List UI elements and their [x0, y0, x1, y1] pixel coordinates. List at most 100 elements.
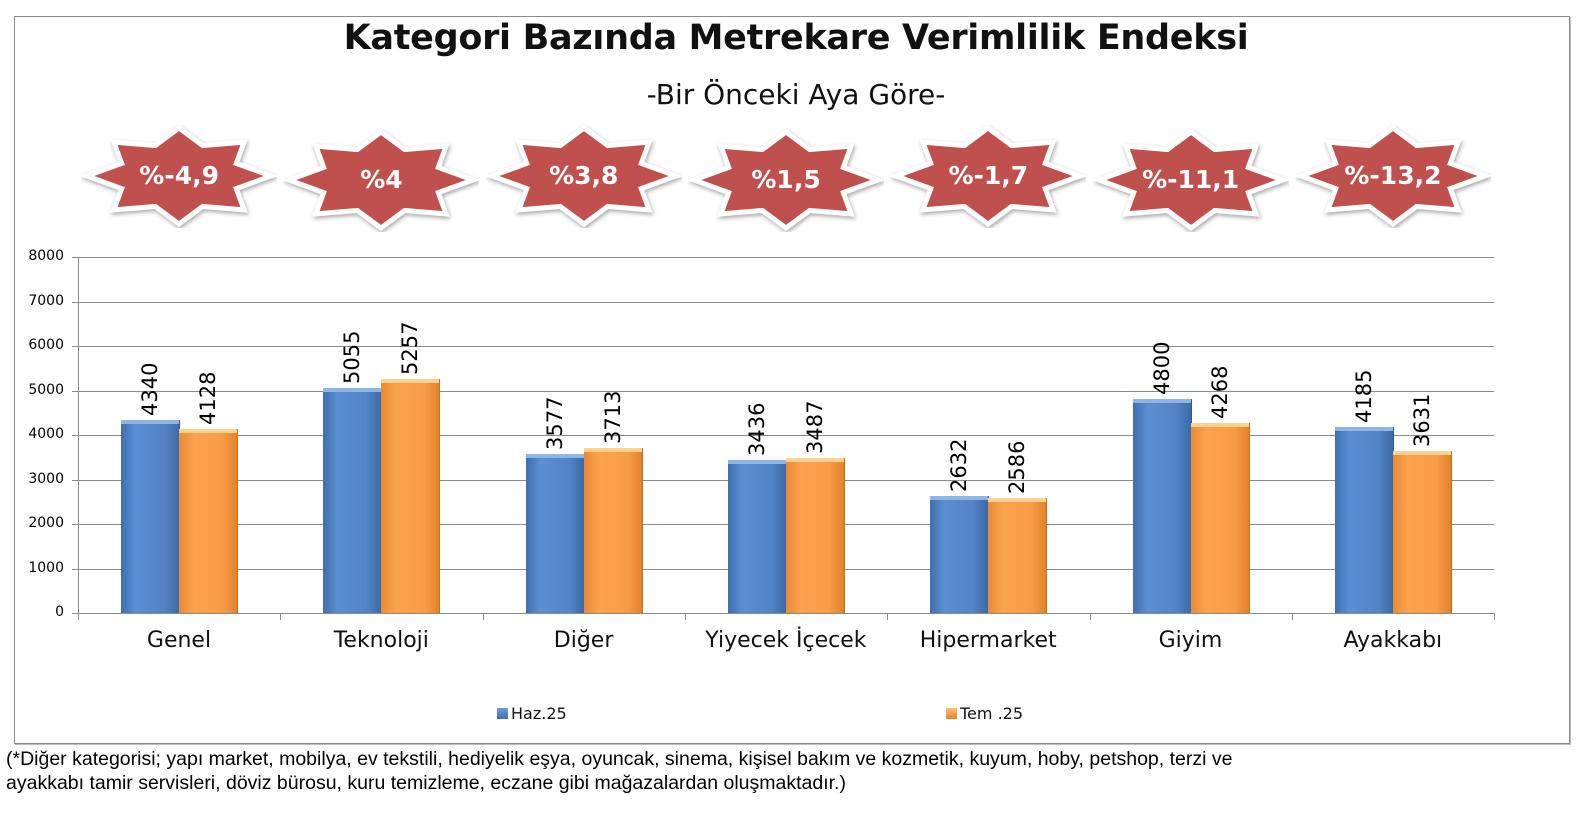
y-tick-mark — [72, 435, 78, 436]
badge-label: %-11,1 — [1142, 165, 1240, 194]
gridline — [78, 257, 1494, 258]
bar-tem[interactable] — [583, 447, 642, 613]
data-label: 3436 — [745, 402, 770, 457]
bar-tem[interactable] — [381, 379, 440, 613]
bar-tem[interactable] — [1392, 451, 1451, 613]
x-tick-mark — [482, 613, 484, 620]
x-category-label: Giyim — [1158, 628, 1223, 653]
x-tick-mark — [78, 613, 79, 620]
bar-tem[interactable] — [179, 429, 238, 613]
y-tick-label: 5000 — [28, 381, 64, 398]
y-tick-label: 8000 — [28, 248, 64, 264]
star-badge-icon — [688, 128, 885, 232]
data-label: 3487 — [803, 400, 828, 454]
data-label: 2632 — [947, 438, 972, 492]
gridline — [78, 435, 1494, 436]
data-label: 5055 — [340, 330, 365, 385]
x-category-label: Genel — [146, 628, 212, 653]
bar-haz[interactable] — [1132, 399, 1191, 613]
change-badge: %1,5 — [688, 128, 885, 232]
data-label: 3713 — [600, 390, 625, 444]
bar-haz[interactable] — [1334, 426, 1393, 613]
y-tick-label: 2000 — [28, 515, 64, 531]
badge-label: %4 — [360, 165, 403, 194]
legend-swatch-tem-icon — [946, 708, 957, 719]
y-tick-label: 4000 — [28, 426, 64, 442]
gridline — [78, 390, 1494, 392]
y-axis — [78, 257, 79, 614]
change-badge: %-11,1 — [1092, 128, 1289, 232]
star-badge-icon — [1294, 124, 1491, 228]
bar-haz[interactable] — [728, 460, 787, 613]
y-tick-mark — [72, 257, 78, 258]
y-tick-mark — [72, 346, 78, 347]
x-tick-mark — [1494, 613, 1496, 620]
data-label: 3631 — [1409, 393, 1434, 448]
x-tick-mark — [684, 613, 686, 620]
x-tick-mark — [1291, 613, 1293, 620]
star-badge-icon — [283, 128, 480, 232]
change-badge: %-13,2 — [1294, 124, 1491, 228]
footnote: (*Diğer kategorisi; yapı market, mobilya… — [6, 747, 1586, 795]
data-label: 4340 — [138, 362, 163, 416]
legend-item-tem[interactable]: Tem .25 — [946, 704, 1023, 723]
badge-label: %-1,7 — [948, 161, 1029, 190]
badge-label: %-4,9 — [139, 161, 219, 190]
bar-haz[interactable] — [525, 453, 584, 613]
change-badge: %3,8 — [485, 124, 682, 228]
badge-label: %1,5 — [751, 165, 821, 194]
x-category-label: Diğer — [553, 628, 614, 653]
data-label: 4800 — [1149, 341, 1174, 396]
legend-swatch-haz-icon — [497, 708, 508, 719]
badge-label: %-13,2 — [1344, 161, 1442, 190]
y-tick-label: 0 — [55, 604, 64, 620]
x-category-label: Teknoloji — [333, 628, 429, 653]
data-label: 4128 — [196, 371, 221, 426]
x-tick-mark — [280, 613, 282, 620]
bar-haz[interactable] — [930, 495, 989, 613]
badge-label: %3,8 — [549, 161, 619, 190]
bar-haz[interactable] — [121, 419, 180, 613]
star-badge-icon — [485, 124, 682, 228]
y-tick-label: 3000 — [28, 470, 64, 487]
y-tick-label: 1000 — [28, 559, 64, 576]
bar-tem[interactable] — [1190, 423, 1249, 613]
chart-title: Kategori Bazında Metrekare Verimlilik En… — [343, 18, 1249, 58]
x-category-label: Yiyecek İçecek — [705, 628, 867, 653]
y-tick-mark — [72, 568, 78, 570]
y-tick-mark — [72, 479, 78, 481]
legend-label-tem: Tem .25 — [960, 704, 1024, 723]
x-axis — [78, 613, 1494, 614]
data-label: 2586 — [1005, 440, 1030, 494]
legend-label-haz: Haz.25 — [511, 704, 567, 723]
change-badge: %-1,7 — [890, 124, 1087, 228]
y-tick-mark — [72, 613, 78, 614]
x-tick-mark — [887, 613, 889, 620]
star-badge-icon — [890, 124, 1087, 228]
data-label: 3577 — [542, 396, 567, 450]
footnote-line-1: (*Diğer kategorisi; yapı market, mobilya… — [6, 748, 1233, 770]
y-tick-mark — [72, 301, 78, 303]
footnote-line-2: ayakkabı tamir servisleri, döviz bürosu,… — [6, 772, 846, 794]
legend-item-haz[interactable]: Haz.25 — [497, 704, 567, 723]
bar-tem[interactable] — [988, 497, 1047, 613]
y-tick-mark — [72, 390, 78, 392]
change-badge: %4 — [283, 128, 480, 232]
y-tick-label: 7000 — [28, 292, 64, 309]
change-badge: %-4,9 — [81, 124, 278, 228]
y-tick-label: 6000 — [28, 337, 64, 353]
gridline — [78, 346, 1494, 347]
bar-haz[interactable] — [323, 388, 382, 613]
gridline — [78, 301, 1494, 303]
star-badge-icon — [1092, 128, 1289, 232]
data-label: 5257 — [398, 321, 423, 376]
bar-tem[interactable] — [786, 457, 845, 613]
x-category-label: Hipermarket — [919, 628, 1057, 653]
chart-subtitle: -Bir Önceki Aya Göre- — [646, 78, 946, 111]
y-tick-mark — [72, 524, 78, 525]
x-category-label: Ayakkabı — [1343, 628, 1443, 653]
data-label: 4268 — [1207, 365, 1232, 420]
star-badge-icon — [81, 124, 278, 228]
data-label: 4185 — [1351, 369, 1376, 423]
x-tick-mark — [1089, 613, 1091, 620]
